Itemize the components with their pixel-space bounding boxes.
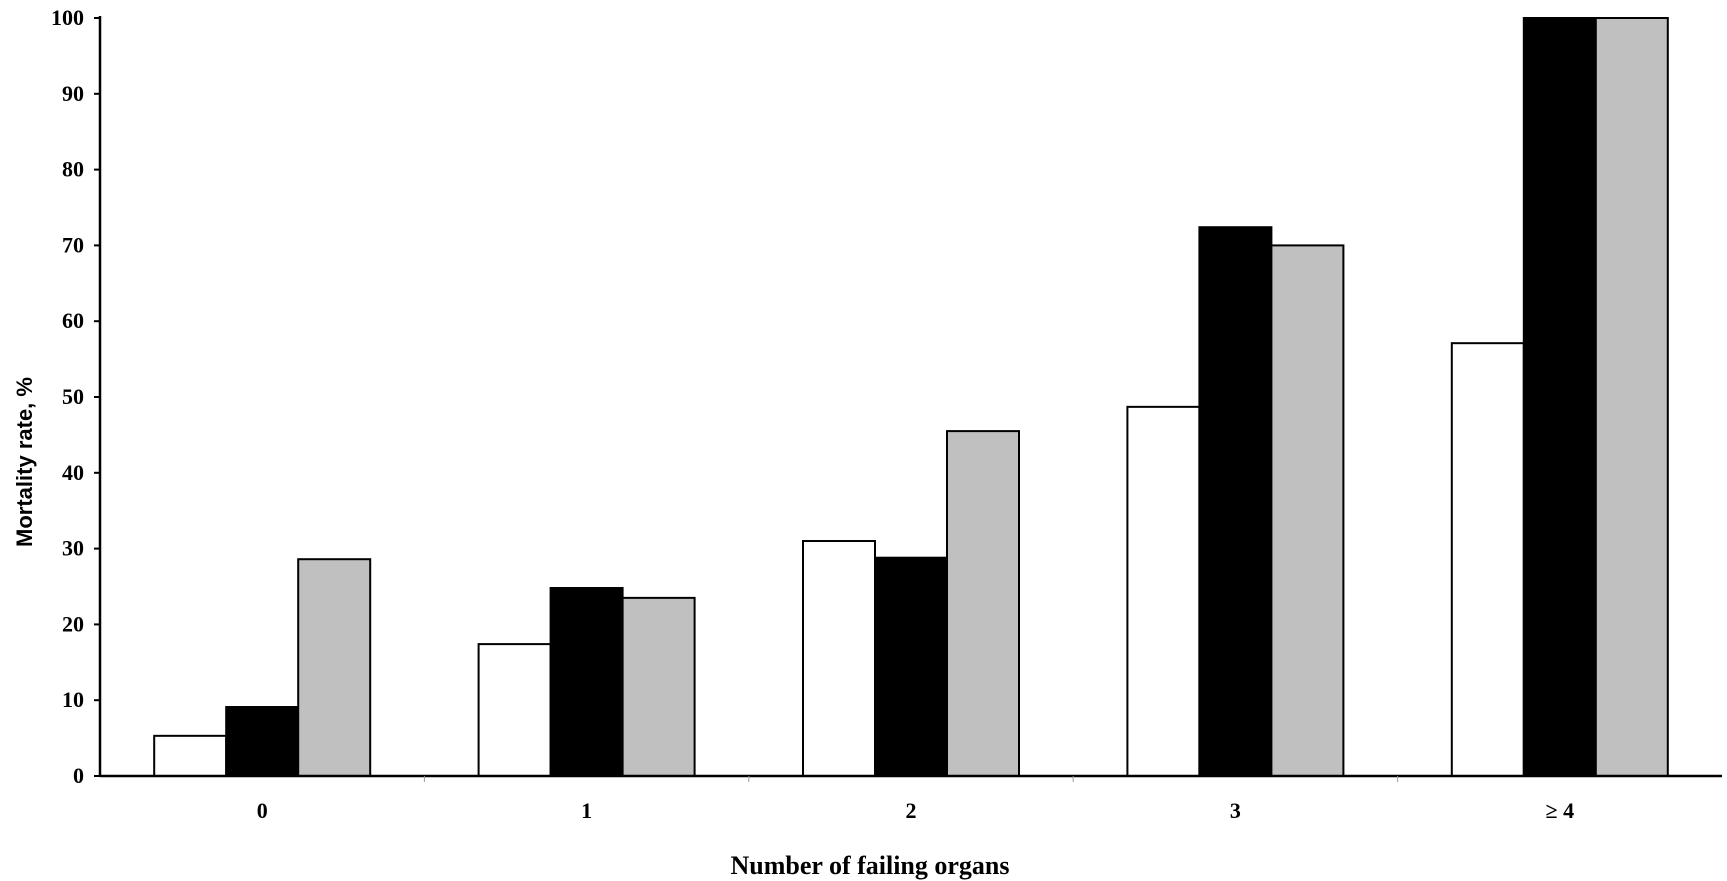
bar-series2-cat3 xyxy=(1198,226,1273,777)
bar-series2-cat2 xyxy=(874,556,948,778)
x-tick-label-3: 3 xyxy=(1230,798,1241,823)
y-tick-label-100: 100 xyxy=(51,5,84,30)
labels-layer: 0 10 20 30 40 50 60 70 80 90 100 0 1 2 3 ≥ 4 xyxy=(51,5,1574,823)
y-tick-label-30: 30 xyxy=(62,536,84,561)
bar-series1-cat2 xyxy=(802,540,876,778)
bar-series1-cat4 xyxy=(1450,342,1525,777)
y-tick-label-70: 70 xyxy=(62,232,84,257)
bar-series2-cat1 xyxy=(549,587,624,778)
bar-series1-cat3 xyxy=(1126,405,1201,777)
bar-series3-cat0 xyxy=(297,558,372,778)
axes-layer xyxy=(94,16,1722,782)
bar-series2-cat0 xyxy=(225,706,300,778)
bar-series3-cat4 xyxy=(1594,17,1669,777)
bar-series1-cat1 xyxy=(477,643,552,777)
bars-layer xyxy=(153,17,1669,778)
y-tick-label-60: 60 xyxy=(62,308,84,333)
x-axis-title: Number of failing organs xyxy=(730,851,1009,880)
bar-series3-cat3 xyxy=(1270,244,1345,777)
y-axis-title: Mortality rate, % xyxy=(12,377,37,547)
y-tick-label-80: 80 xyxy=(62,157,84,182)
bar-series2-cat4 xyxy=(1522,17,1597,777)
y-tick-label-10: 10 xyxy=(62,687,84,712)
y-tick-label-50: 50 xyxy=(62,384,84,409)
x-tick-label-2: 2 xyxy=(906,798,917,823)
x-tick-label-4: ≥ 4 xyxy=(1546,798,1575,823)
x-tick-label-0: 0 xyxy=(257,798,268,823)
y-tick-label-20: 20 xyxy=(62,611,84,636)
x-tick-label-1: 1 xyxy=(581,798,592,823)
y-tick-label-90: 90 xyxy=(62,81,84,106)
y-tick-label-40: 40 xyxy=(62,460,84,485)
y-tick-label-0: 0 xyxy=(73,763,84,788)
bar-series3-cat1 xyxy=(621,596,696,777)
bar-series3-cat2 xyxy=(946,430,1020,777)
bar-series1-cat0 xyxy=(153,734,228,778)
